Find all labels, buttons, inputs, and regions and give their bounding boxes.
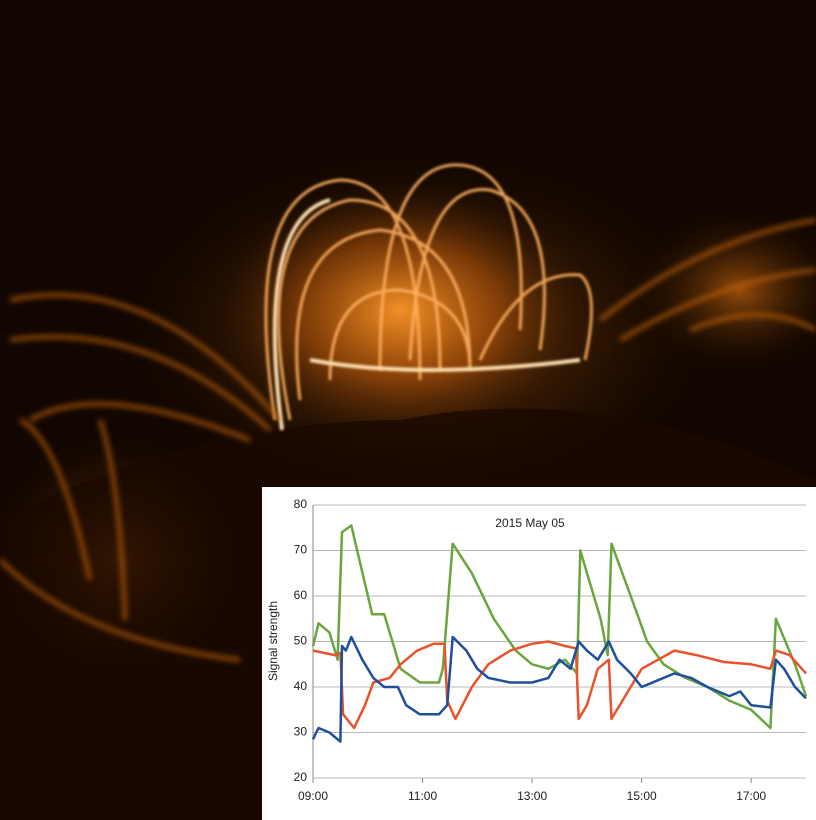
x-tick-label: 15:00 [627,789,657,803]
y-tick-label: 80 [294,497,308,511]
y-axis-label: Signal strength [266,601,280,681]
x-tick-label: 09:00 [298,789,328,803]
x-tick-label: 13:00 [517,789,547,803]
y-tick-label: 30 [294,725,308,739]
y-tick-label: 50 [294,634,308,648]
screenshot: 2015 May 05 Signal strength 20 30 40 50 60 70… [0,0,816,820]
x-tick-label: 17:00 [736,789,766,803]
x-tick-label: 11:00 [408,789,437,803]
y-tick-label: 20 [294,770,308,784]
y-tick-label: 70 [294,543,308,557]
chart-title: 2015 May 05 [495,516,565,530]
y-tick-label: 60 [294,588,308,602]
y-tick-label: 40 [294,679,308,693]
chart-panel [262,487,816,820]
